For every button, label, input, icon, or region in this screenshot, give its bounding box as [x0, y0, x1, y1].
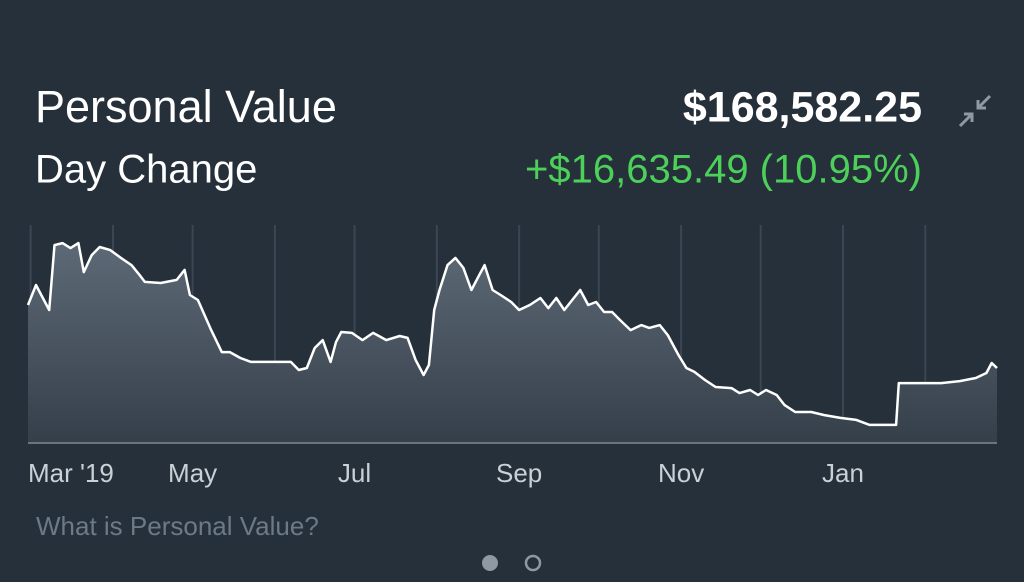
x-tick-label: Sep	[496, 458, 542, 488]
x-tick-label: May	[168, 458, 217, 488]
x-tick-label: Nov	[658, 458, 704, 488]
area	[28, 243, 997, 443]
chart: Mar '19 May Jul Sep Nov Jan	[26, 225, 998, 488]
x-tick-label: Jul	[338, 458, 371, 488]
x-tick-label: Jan	[822, 458, 864, 488]
total-value: $168,582.25	[683, 83, 922, 131]
help-link[interactable]: What is Personal Value?	[36, 511, 319, 541]
line	[26, 241, 998, 427]
x-tick-label: Mar '19	[28, 458, 114, 488]
page-dot[interactable]	[524, 554, 542, 572]
title: Personal Value	[35, 81, 337, 132]
day-change: +$16,635.49 (10.95%)	[525, 148, 922, 192]
change-label: Day Change	[35, 148, 257, 192]
collapse-icon[interactable]	[958, 94, 992, 128]
page-dot-active[interactable]	[482, 555, 498, 571]
